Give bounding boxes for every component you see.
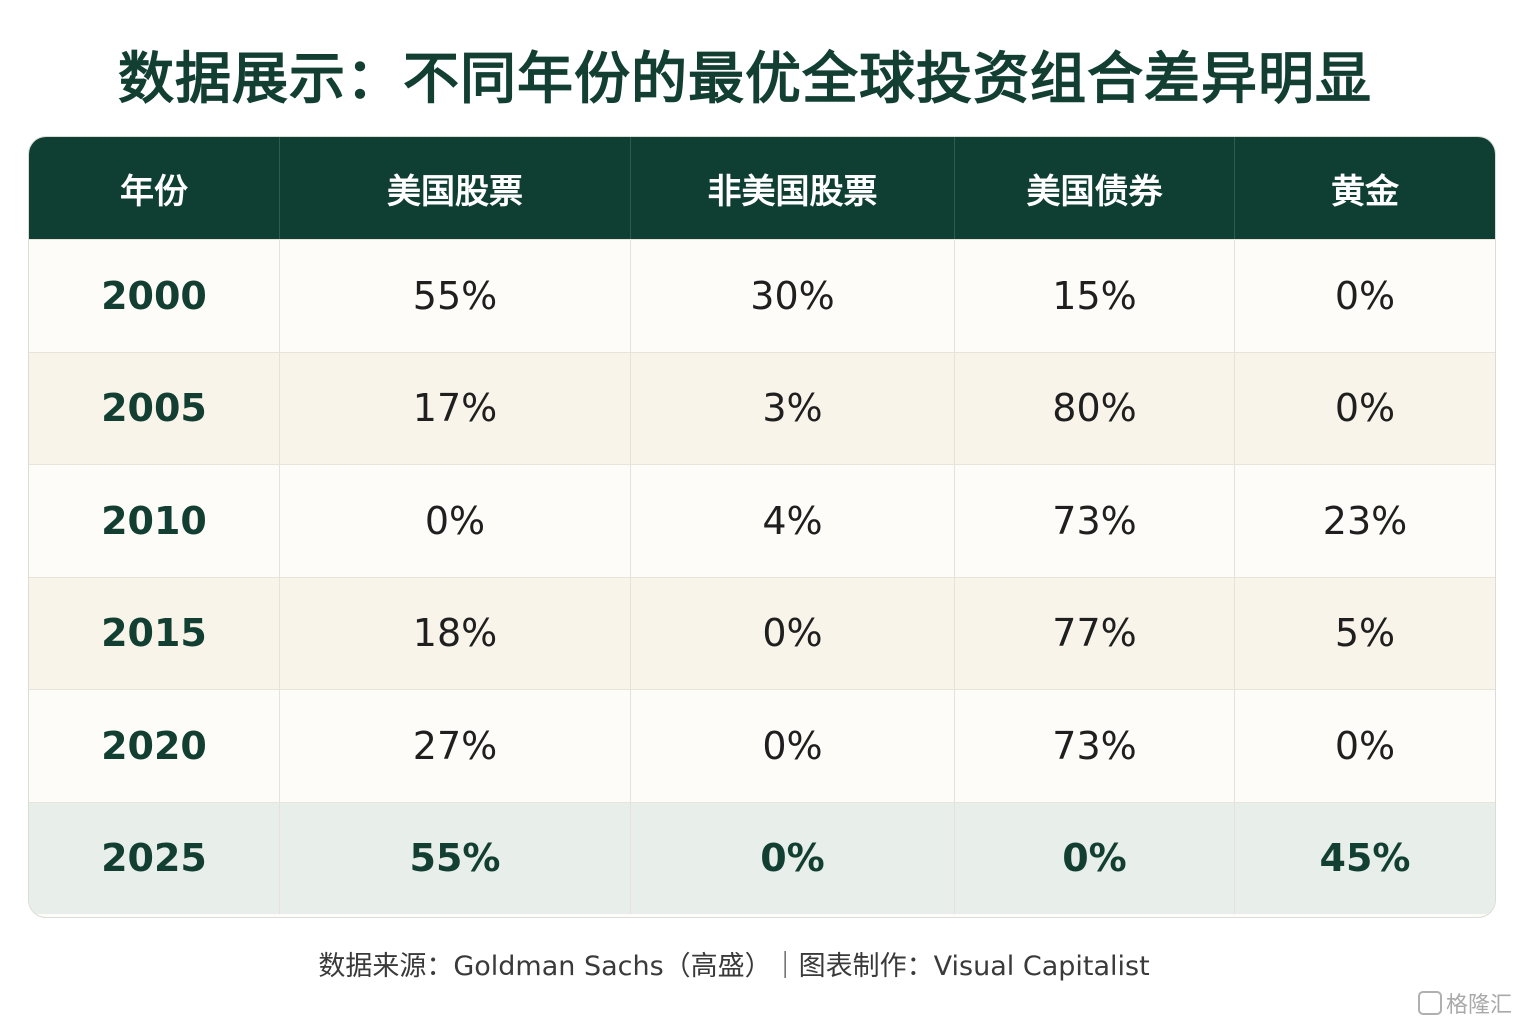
- us-stocks-cell: 0%: [280, 465, 631, 577]
- table-row-highlighted: 2025 55% 0% 0% 45%: [29, 801, 1495, 914]
- us-bonds-cell: 0%: [955, 802, 1235, 914]
- year-cell: 2015: [29, 577, 280, 689]
- year-cell: 2000: [29, 240, 280, 352]
- table-row: 2020 27% 0% 73% 0%: [29, 689, 1495, 802]
- watermark-text: 格隆汇: [1446, 993, 1513, 1018]
- non-us-stocks-cell: 3%: [631, 352, 955, 464]
- gold-cell: 0%: [1334, 273, 1396, 318]
- header-year: 年份: [29, 137, 280, 239]
- year-cell: 2010: [29, 465, 280, 577]
- us-bonds-cell: 73%: [955, 465, 1235, 577]
- us-bonds-cell: 77%: [955, 577, 1235, 689]
- page-title: 数据展示：不同年份的最优全球投资组合差异明显: [118, 47, 1372, 112]
- gold-cell: 45%: [1319, 836, 1411, 881]
- watermark: 格隆汇: [1418, 988, 1528, 1018]
- header-non-us-stocks: 非美国股票: [631, 137, 955, 239]
- non-us-stocks-cell: 30%: [631, 240, 955, 352]
- us-bonds-cell: 80%: [955, 352, 1235, 464]
- us-stocks-cell: 55%: [280, 240, 631, 352]
- header-us-bonds: 美国债券: [955, 137, 1235, 239]
- us-stocks-cell: 17%: [280, 352, 631, 464]
- non-us-stocks-cell: 0%: [631, 802, 955, 914]
- source-footer: 数据来源：Goldman Sachs（高盛）｜图表制作：Visual Capit…: [318, 951, 1150, 982]
- brand-logo-icon: [1418, 991, 1442, 1015]
- non-us-stocks-cell: 0%: [631, 690, 955, 802]
- year-cell: 2025: [29, 802, 280, 914]
- non-us-stocks-cell: 0%: [631, 577, 955, 689]
- year-cell: 2020: [29, 690, 280, 802]
- us-bonds-cell: 73%: [955, 690, 1235, 802]
- table-row: 2005 17% 3% 80% 0%: [29, 351, 1495, 464]
- us-stocks-cell: 55%: [280, 802, 631, 914]
- header-gold: 黄金: [1331, 171, 1399, 212]
- us-bonds-cell: 15%: [955, 240, 1235, 352]
- header-us-stocks: 美国股票: [280, 137, 631, 239]
- table-header-row: 年份 美国股票 非美国股票 美国债券 黄金: [29, 137, 1495, 239]
- allocation-table: 年份 美国股票 非美国股票 美国债券 黄金 2000 55% 30% 15% 0…: [28, 136, 1496, 918]
- gold-cell: 23%: [1322, 498, 1408, 543]
- gold-cell: 0%: [1334, 723, 1396, 768]
- table-row: 2015 18% 0% 77% 5%: [29, 576, 1495, 689]
- gold-cell: 5%: [1334, 611, 1396, 656]
- gold-cell: 0%: [1334, 386, 1396, 431]
- us-stocks-cell: 27%: [280, 690, 631, 802]
- table-row: 2010 0% 4% 73% 23%: [29, 464, 1495, 577]
- non-us-stocks-cell: 4%: [631, 465, 955, 577]
- us-stocks-cell: 18%: [280, 577, 631, 689]
- table-row: 2000 55% 30% 15% 0%: [29, 239, 1495, 352]
- year-cell: 2005: [29, 352, 280, 464]
